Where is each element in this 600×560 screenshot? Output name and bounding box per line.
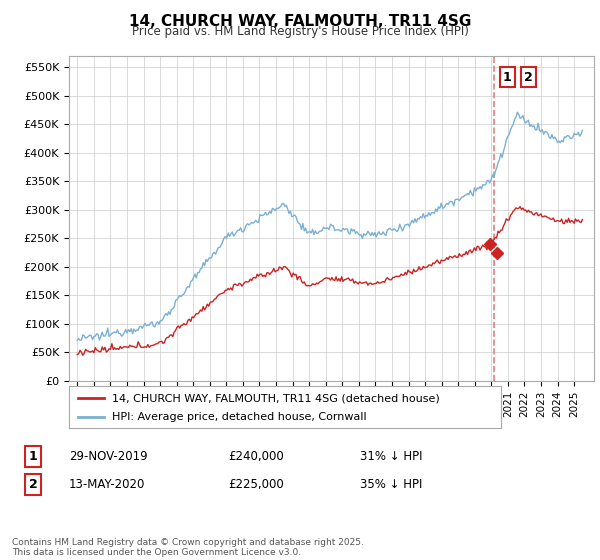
Text: 2: 2 [29,478,37,491]
Text: £240,000: £240,000 [228,450,284,463]
Text: Contains HM Land Registry data © Crown copyright and database right 2025.
This d: Contains HM Land Registry data © Crown c… [12,538,364,557]
Text: 31% ↓ HPI: 31% ↓ HPI [360,450,422,463]
Text: 2: 2 [524,71,533,83]
Text: Price paid vs. HM Land Registry's House Price Index (HPI): Price paid vs. HM Land Registry's House … [131,25,469,38]
Text: 13-MAY-2020: 13-MAY-2020 [69,478,145,491]
Text: £225,000: £225,000 [228,478,284,491]
Text: 14, CHURCH WAY, FALMOUTH, TR11 4SG: 14, CHURCH WAY, FALMOUTH, TR11 4SG [129,14,471,29]
Text: 14, CHURCH WAY, FALMOUTH, TR11 4SG (detached house): 14, CHURCH WAY, FALMOUTH, TR11 4SG (deta… [112,393,440,403]
Text: 1: 1 [29,450,37,463]
Text: HPI: Average price, detached house, Cornwall: HPI: Average price, detached house, Corn… [112,412,367,422]
Text: 29-NOV-2019: 29-NOV-2019 [69,450,148,463]
Text: 35% ↓ HPI: 35% ↓ HPI [360,478,422,491]
Text: 1: 1 [503,71,512,83]
